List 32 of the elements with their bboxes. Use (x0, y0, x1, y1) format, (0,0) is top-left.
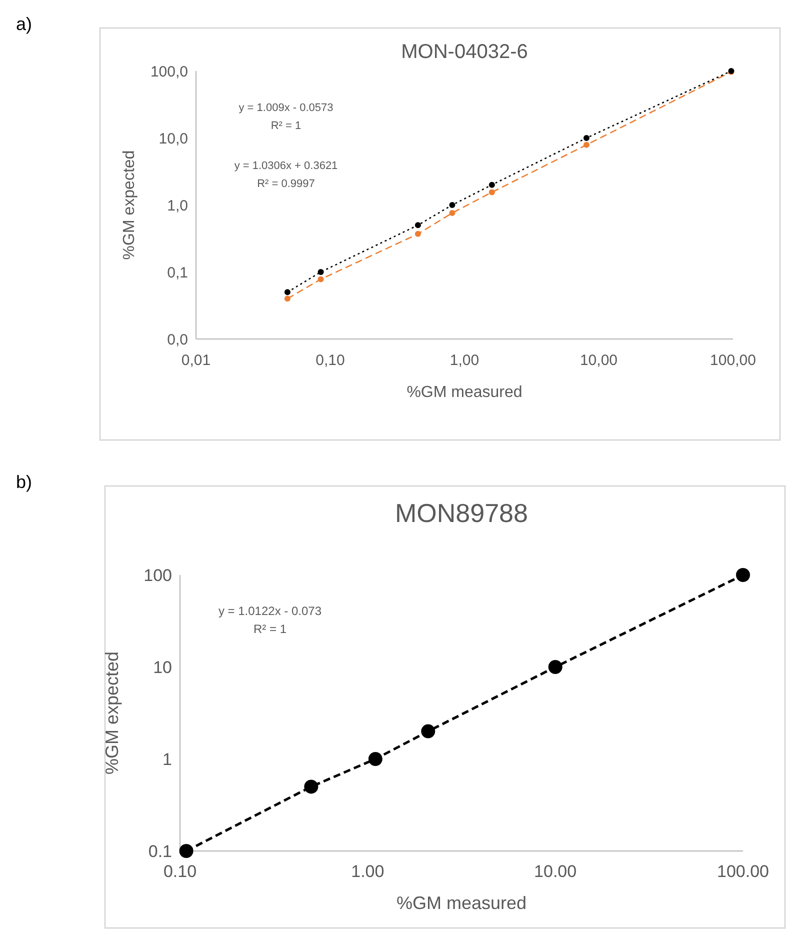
y-tick-label: 0.1 (148, 842, 172, 861)
y-tick-label: 10 (153, 658, 172, 677)
chart-title: MON-04032-6 (401, 41, 528, 63)
y-axis-title: %GM expected (121, 150, 138, 260)
x-tick-label: 0,01 (181, 352, 211, 369)
x-axis-title: %GM measured (396, 893, 527, 913)
y-tick-label: 100,0 (150, 63, 188, 80)
annotation: y = 1.0306x + 0.3621 (234, 160, 338, 172)
y-tick-label: 10,0 (158, 130, 188, 148)
x-tick-label: 0.10 (163, 862, 197, 881)
x-tick-label: 100,00 (710, 352, 756, 369)
chart-title: MON89788 (395, 498, 528, 528)
y-tick-label: 0,0 (167, 331, 188, 348)
annotation: R² = 1 (253, 622, 287, 636)
x-tick-label: 0,10 (316, 352, 345, 369)
x-tick-label: 1.00 (351, 862, 384, 881)
y-tick-label: 100 (144, 566, 172, 585)
x-tick-label: 10,00 (580, 352, 618, 369)
annotation: R² = 0.9997 (257, 178, 315, 190)
y-tick-label: 1 (162, 750, 172, 769)
annotation: y = 1.0122x - 0.073 (218, 604, 322, 618)
x-tick-label: 100.00 (717, 862, 769, 881)
y-tick-label: 1,0 (167, 197, 188, 214)
text: a) (16, 14, 32, 34)
x-axis-title: %GM measured (406, 384, 522, 401)
y-axis-title: %GM expected (102, 651, 122, 775)
annotation: y = 1.009x - 0.0573 (238, 102, 334, 114)
text: b) (16, 472, 32, 492)
annotation: R² = 1 (270, 120, 302, 132)
x-tick-label: 10.00 (534, 862, 577, 881)
x-tick-label: 1,00 (450, 352, 480, 369)
y-tick-label: 0,1 (167, 264, 188, 282)
